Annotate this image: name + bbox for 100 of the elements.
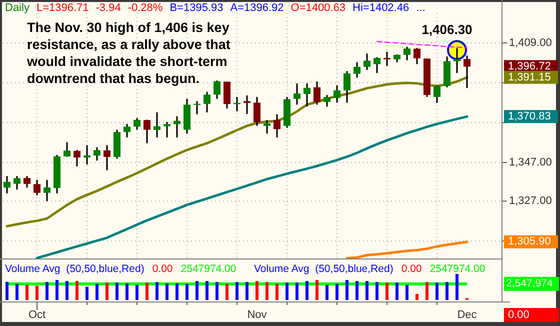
candlestick [104,144,110,171]
text: 1,370.83 [508,110,551,122]
annotation: L=1396.71 [36,2,89,14]
bar [36,286,38,300]
bar [96,284,98,300]
annotation: 2547974.00 [430,263,486,275]
annotation: The Nov. 30 high of 1,406 is key resistance, as a rally above that would invalidate the short-term downtrend that has begun. [26,20,231,86]
candlestick [144,118,150,144]
candlestick [264,119,270,134]
y-tick-label: 1,347.00 [509,156,552,168]
candlestick [34,179,40,196]
bar [416,294,418,300]
bar [16,284,18,300]
candlestick [134,117,140,130]
bar [116,282,118,300]
text: 1,391.15 [508,71,551,84]
bar [136,284,138,300]
bar [326,284,328,300]
bar [146,282,148,300]
candlestick [404,46,410,62]
candlestick [64,142,70,158]
x-tick-label: Oct [28,309,46,321]
candlestick [294,82,300,106]
bar [106,282,108,300]
annotation: 0.00 [401,263,422,275]
candlestick [74,149,80,168]
bar [46,282,48,300]
candlestick [44,179,50,202]
text: 2,547,974 [506,278,553,290]
candlestick [24,175,30,188]
candlestick [364,52,370,71]
y-tick-label: 1,409.00 [509,36,552,49]
bar [186,284,188,300]
bar [26,284,28,300]
bar [266,282,268,300]
bar [396,282,398,300]
bar [446,282,448,300]
bar [296,282,298,300]
chart-title: Daily [5,2,30,14]
candlestick [324,94,330,108]
bar [156,282,158,300]
candlestick [414,47,420,65]
bar [196,281,198,300]
annotation: -0.28% [128,2,163,14]
bar [56,280,58,300]
annotation: Hi=1402.46 [352,2,410,14]
candlestick [374,56,380,74]
bar [216,282,218,300]
bar [176,283,178,300]
annotation: 0.00 [152,263,173,275]
candlestick [4,175,10,194]
bar [316,280,318,300]
bar [346,280,348,300]
candlestick [434,84,440,104]
bar [386,282,388,300]
candlestick [224,80,230,110]
candlestick [154,112,160,138]
bar [406,284,408,300]
bar [306,281,308,300]
y-tick-label: 1,327.00 [509,195,552,208]
bar [286,282,288,300]
annotation: Volume Avg (50,50,blue,Red) [5,263,144,275]
bar [76,281,78,300]
candlestick [384,51,390,67]
candlestick [84,144,90,166]
bar [356,281,358,300]
candlestick [124,123,130,138]
candlestick [314,80,320,106]
bar [66,281,68,300]
bar [436,282,438,300]
bar [456,274,458,300]
bar [206,281,208,300]
candlestick [244,94,250,115]
candlestick [354,61,360,78]
text: 0.00 [508,308,530,321]
candlestick [194,100,200,116]
candlestick [174,115,180,138]
candlestick [254,96,260,127]
annotation: Volume Avg (50,50,blue,Red) [254,263,394,275]
bar [236,282,238,300]
x-tick-label: Dec [457,309,478,321]
bar [426,282,428,300]
bar [366,281,368,300]
bar [86,286,88,300]
bar [256,281,258,300]
candlestick [344,70,350,104]
text: 1,396.72 [508,60,551,73]
candlestick [204,91,210,114]
bar [246,282,248,300]
candlestick [94,146,100,162]
annotation: O=1400.63 [290,2,346,14]
bar [336,284,338,300]
annotation: A=1396.92 [230,2,284,14]
bar [376,282,378,300]
bar [6,282,8,300]
bar [226,284,228,300]
annotation: 1,406.30 [422,22,472,38]
text: 1,305.90 [508,236,551,248]
annotation: ... [416,2,426,14]
candlestick [464,54,470,89]
